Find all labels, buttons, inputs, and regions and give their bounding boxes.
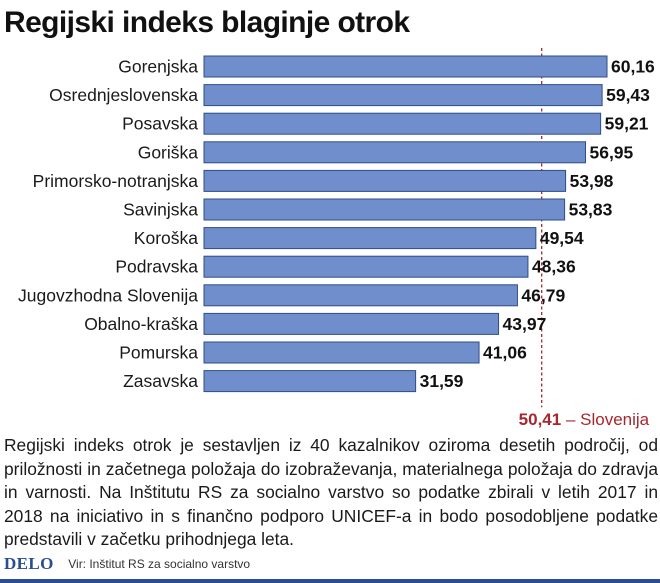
bar xyxy=(203,255,529,278)
bottom-rule xyxy=(0,579,660,583)
category-label: Primorsko-notranjska xyxy=(33,171,199,191)
bar xyxy=(203,169,567,192)
value-label: 46,79 xyxy=(521,285,565,305)
value-label: 49,54 xyxy=(540,228,584,248)
category-label: Koroška xyxy=(134,228,198,248)
category-label: Gorenjska xyxy=(118,57,198,77)
footer: DELO Vir: Inštitut RS za socialno varstv… xyxy=(4,554,250,576)
category-label: Posavska xyxy=(122,114,198,134)
bar xyxy=(203,284,518,307)
category-label: Osrednjeslovenska xyxy=(49,85,198,105)
category-label: Pomurska xyxy=(119,343,198,363)
bar-chart: Gorenjska 60,16 Osrednjeslovenska 59,43 Posa… xyxy=(18,48,655,429)
value-label: 48,36 xyxy=(532,257,576,277)
category-label: Zasavska xyxy=(123,371,198,391)
bar xyxy=(203,341,480,364)
bar xyxy=(203,141,586,164)
reference-value: 50,41 xyxy=(519,410,562,429)
bar xyxy=(203,198,566,221)
bar xyxy=(203,55,608,78)
category-label: Savinjska xyxy=(123,200,198,220)
reference-label: 50,41 – Slovenija xyxy=(519,410,650,429)
bar xyxy=(203,312,500,335)
category-label: Goriška xyxy=(138,142,199,162)
value-label: 59,21 xyxy=(605,114,649,134)
delo-logo: DELO xyxy=(4,554,54,573)
category-label: Podravska xyxy=(115,257,198,277)
source-text: Vir: Inštitut RS za socialno varstvo xyxy=(68,557,251,571)
description-text: Regijski indeks otrok je sestavljen iz 4… xyxy=(4,435,658,549)
bar xyxy=(203,84,603,107)
value-label: 41,06 xyxy=(483,343,527,363)
bar xyxy=(203,227,537,250)
value-label: 56,95 xyxy=(589,142,633,162)
chart-title: Regijski indeks blaginje otrok xyxy=(4,6,410,39)
value-label: 53,83 xyxy=(569,200,613,220)
value-label: 31,59 xyxy=(420,371,464,391)
value-label: 59,43 xyxy=(606,85,650,105)
category-label: Jugovzhodna Slovenija xyxy=(18,285,198,305)
bar xyxy=(203,112,602,135)
value-label: 53,98 xyxy=(570,171,614,191)
category-label: Obalno-kraška xyxy=(84,314,198,334)
bar xyxy=(203,370,417,393)
reference-text: – Slovenija xyxy=(561,410,649,429)
value-label: 43,97 xyxy=(503,314,547,334)
value-label: 60,16 xyxy=(611,57,655,77)
